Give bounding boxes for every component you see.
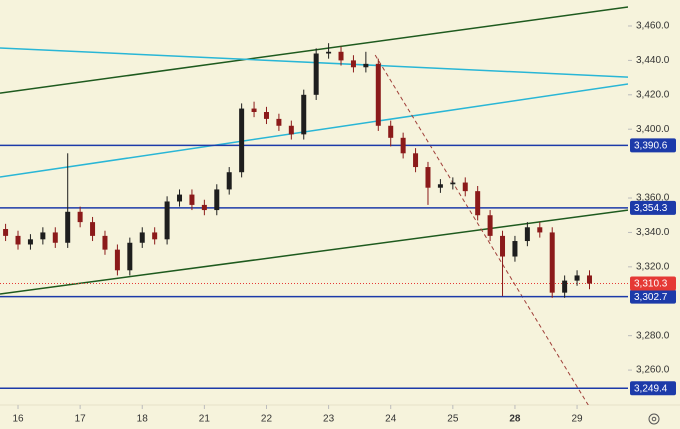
settings-icon[interactable] (648, 413, 660, 425)
trendline (0, 6, 628, 94)
candle-body (114, 249, 120, 271)
y-tick-label: 3,420.0 (636, 89, 670, 100)
candle-body (52, 232, 58, 243)
y-tick-label: 3,280.0 (636, 330, 670, 341)
candle-body (276, 118, 282, 126)
y-tick-label: 3,360.0 (636, 193, 670, 204)
plot-area (0, 6, 628, 405)
candle-body (313, 53, 319, 95)
trendline (0, 209, 628, 295)
candle-body (574, 275, 580, 281)
candle-body (27, 239, 33, 245)
candle-body (450, 182, 456, 185)
candle-body (127, 242, 133, 271)
price-tag (630, 276, 676, 291)
candle-body (524, 227, 530, 242)
candle-body (214, 189, 220, 211)
candle-body (15, 235, 21, 245)
candle-body (226, 172, 232, 190)
candle-body (413, 153, 419, 168)
candle-body (363, 63, 369, 68)
candle-body (139, 232, 145, 243)
price-tag-label: 3,354.3 (634, 203, 668, 214)
x-tick-label: 22 (261, 414, 273, 425)
candle-body (102, 235, 108, 250)
x-tick-label: 21 (199, 414, 211, 425)
candle-body (400, 137, 406, 154)
candle-body (487, 215, 493, 236)
candle-body (586, 275, 592, 284)
candle-body (388, 125, 394, 138)
y-tick-label: 3,400.0 (636, 124, 670, 135)
candle-body (375, 63, 381, 126)
candle-body (251, 108, 257, 113)
candle-body (189, 194, 195, 205)
price-tag (630, 138, 676, 153)
candle-body (549, 232, 555, 293)
axes: 3,460.0 3,440.0 3,420.0 3,400.0 3,360.0 3,340… (12, 21, 676, 425)
trendline (374, 54, 589, 405)
candle-body (437, 184, 443, 188)
x-tick-label: 28 (509, 414, 521, 425)
candle-body (65, 211, 71, 243)
candle-body (350, 60, 356, 68)
candle-body (201, 204, 207, 211)
x-tick-label: 24 (385, 414, 397, 425)
candle-body (239, 108, 245, 173)
candle-body (90, 222, 96, 236)
x-tick-label: 16 (12, 414, 24, 425)
x-tick-label: 17 (75, 414, 87, 425)
y-tick-label: 3,460.0 (636, 21, 670, 32)
candle-body (537, 227, 543, 233)
candle-body (77, 211, 83, 223)
price-tag-label: 3,249.4 (634, 383, 668, 394)
candle-body (326, 51, 332, 54)
price-tag-label: 3,310.3 (634, 279, 668, 290)
price-tag-label: 3,390.6 (634, 141, 668, 152)
x-tick-label: 18 (137, 414, 149, 425)
candle-body (562, 280, 568, 293)
candle-body (288, 125, 294, 135)
price-tag-label: 3,302.7 (634, 292, 668, 303)
candle-body (301, 94, 307, 135)
candle-body (152, 232, 158, 240)
x-tick-label: 25 (447, 414, 459, 425)
trendline (0, 83, 628, 178)
candle-body (512, 241, 518, 257)
candle-body (3, 228, 9, 236)
candle-body (338, 51, 344, 61)
y-tick-label: 3,260.0 (636, 365, 670, 376)
candle-body (263, 112, 269, 119)
candle-body (40, 232, 46, 240)
candle-body (164, 201, 170, 240)
candle-body (177, 194, 183, 202)
x-tick-label: 23 (323, 414, 335, 425)
candle-body (475, 191, 481, 216)
price-tag (630, 200, 676, 215)
y-tick-label: 3,340.0 (636, 227, 670, 238)
candle-body (425, 167, 431, 188)
candle-body (462, 182, 468, 192)
price-tag (630, 289, 676, 304)
y-tick-label: 3,320.0 (636, 261, 670, 272)
candle-body (500, 235, 506, 257)
price-tag (630, 381, 676, 396)
x-tick-label: 29 (572, 414, 584, 425)
y-tick-label: 3,440.0 (636, 55, 670, 66)
